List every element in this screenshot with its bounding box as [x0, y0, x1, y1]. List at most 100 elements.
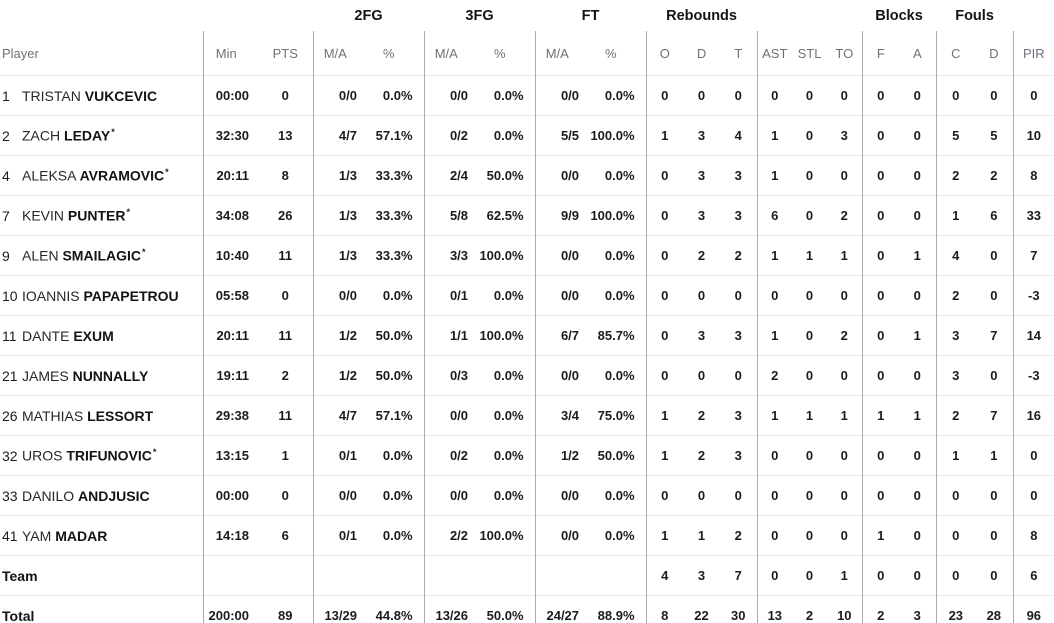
- stat-blk-a: 0: [913, 448, 921, 463]
- stat-to: 1: [840, 248, 848, 263]
- player-cell: 33 DANILO ANDJUSIC: [0, 476, 203, 516]
- stat-reb-o: 0: [645, 235, 684, 276]
- player-first-name: TRISTAN: [22, 87, 81, 104]
- stat-stl: 0: [805, 328, 814, 343]
- player-number: 32: [2, 447, 18, 464]
- player-cell: 26 MATHIAS LESSORT: [0, 396, 203, 436]
- stat-reb-o: 0: [645, 75, 684, 116]
- stat-reb-o: 0: [645, 475, 684, 516]
- stat-ft-ma: 0/0: [534, 475, 588, 516]
- stat-to: 0: [840, 288, 848, 303]
- table-row[interactable]: 1 TRISTAN VUKCEVIC 00:00 0 0/0 0.0% 0/0 0…: [0, 75, 1054, 116]
- player-number: 41: [2, 527, 18, 544]
- stat-3fg-ma: 3/3: [423, 235, 477, 276]
- stat-reb-o: 0: [645, 355, 684, 396]
- group-header-fouls: Fouls: [955, 7, 994, 24]
- stat-min: 29:38: [202, 395, 258, 436]
- stat-min: 34:08: [202, 195, 258, 236]
- stat-to: 3: [840, 128, 848, 143]
- stat-3fg-ma: 0/0: [423, 75, 477, 116]
- table-row[interactable]: 4 ALEKSA AVRAMOVIC* 20:11 8 1/3 33.3% 2/4…: [0, 155, 1054, 196]
- stat-pts: 13: [278, 128, 293, 143]
- stat-foul-d: 7: [990, 408, 998, 423]
- player-last-name: Total: [2, 607, 35, 623]
- player-cell: 2 ZACH LEDAY*: [0, 116, 203, 156]
- stat-pts: 8: [281, 168, 289, 183]
- column-header-min: Min: [202, 31, 258, 76]
- stat-pts: 89: [278, 608, 293, 623]
- stat-pts: 2: [281, 368, 289, 383]
- table-row[interactable]: 33 DANILO ANDJUSIC 00:00 0 0/0 0.0% 0/0 0…: [0, 475, 1054, 516]
- stat-3fg-pct: 0.0%: [493, 368, 524, 383]
- table-row[interactable]: 10 IOANNIS PAPAPETROU 05:58 0 0/0 0.0% 0/…: [0, 275, 1054, 316]
- stat-blk-a: 0: [913, 568, 921, 583]
- column-header-ft-ma: M/A: [534, 31, 588, 76]
- stat-2fg-pct: 44.8%: [375, 608, 413, 623]
- column-header-blk-f: F: [861, 31, 900, 76]
- stat-ast: 1: [756, 155, 793, 196]
- stat-pts: 1: [281, 448, 289, 463]
- stat-ft-ma: 0/0: [534, 155, 588, 196]
- table-row[interactable]: 26 MATHIAS LESSORT 29:38 11 4/7 57.1% 0/0…: [0, 395, 1054, 436]
- stat-blk-a: 0: [913, 528, 921, 543]
- table-row[interactable]: 2 ZACH LEDAY* 32:30 13 4/7 57.1% 0/2 0.0%…: [0, 115, 1054, 156]
- table-row[interactable]: 11 DANTE EXUM 20:11 11 1/2 50.0% 1/1 100.…: [0, 315, 1054, 356]
- column-header-2fg-ma: M/A: [312, 31, 365, 76]
- stat-blk-a: 0: [913, 488, 921, 503]
- stat-reb-t: 0: [734, 288, 742, 303]
- player-last-name: EXUM: [73, 327, 114, 344]
- stat-reb-d: 2: [697, 248, 706, 263]
- stat-min: 13:15: [202, 435, 258, 476]
- stat-min: 00:00: [202, 75, 258, 116]
- player-first-name: IOANNIS: [22, 287, 80, 304]
- column-header-foul-d: D: [989, 45, 999, 61]
- stat-ast: 1: [756, 235, 793, 276]
- player-first-name: DANILO: [22, 487, 75, 504]
- team-row[interactable]: Team 4 3 7 0 0 1 0 0 0 0 6: [0, 555, 1054, 596]
- stat-blk-f: 0: [861, 435, 900, 476]
- stat-ft-pct: 0.0%: [604, 168, 635, 183]
- stat-reb-d: 3: [697, 328, 706, 343]
- table-row[interactable]: 32 UROS TRIFUNOVIC* 13:15 1 0/1 0.0% 0/2 …: [0, 435, 1054, 476]
- table-row[interactable]: 7 KEVIN PUNTER* 34:08 26 1/3 33.3% 5/8 62…: [0, 195, 1054, 236]
- player-cell: 32 UROS TRIFUNOVIC*: [0, 436, 203, 476]
- stat-blk-a: 1: [913, 248, 921, 263]
- player-last-name: LEDAY: [64, 127, 111, 144]
- player-number: 11: [2, 327, 17, 344]
- stat-foul-d: 0: [990, 248, 998, 263]
- stat-3fg-ma: 0/0: [423, 475, 477, 516]
- stat-2fg-pct: 0.0%: [382, 88, 413, 103]
- player-cell: 21 JAMES NUNNALLY: [0, 356, 203, 396]
- stat-reb-d: 22: [694, 608, 709, 623]
- stat-3fg-pct: 0.0%: [493, 128, 524, 143]
- stat-2fg-pct: 33.3%: [375, 168, 413, 183]
- player-first-name: UROS: [22, 447, 63, 464]
- player-cell: 11 DANTE EXUM: [0, 316, 203, 356]
- stat-reb-o: 0: [645, 155, 684, 196]
- table-row[interactable]: 41 YAM MADAR 14:18 6 0/1 0.0% 2/2 100.0% …: [0, 515, 1054, 556]
- stat-stl: 0: [805, 88, 814, 103]
- stat-reb-o: 1: [645, 395, 684, 436]
- total-row[interactable]: Total 200:00 89 13/29 44.8% 13/26 50.0% …: [0, 595, 1054, 623]
- column-header-reb-o: O: [645, 31, 684, 76]
- table-row[interactable]: 9 ALEN SMAILAGIC* 10:40 11 1/3 33.3% 3/3 …: [0, 235, 1054, 276]
- stat-pir: 6: [1012, 555, 1054, 596]
- stat-blk-f: 0: [861, 115, 900, 156]
- stat-min: [202, 555, 258, 596]
- stat-ft-pct: 88.9%: [597, 608, 635, 623]
- stat-foul-d: 2: [990, 168, 998, 183]
- stat-pts: 11: [278, 328, 293, 343]
- stat-3fg-ma: 2/2: [423, 515, 477, 556]
- stat-foul-d: 0: [990, 568, 998, 583]
- stat-ft-pct: 0.0%: [604, 248, 635, 263]
- stat-reb-t: 3: [734, 448, 742, 463]
- player-last-name: MADAR: [55, 527, 108, 544]
- stat-to: 0: [840, 88, 848, 103]
- player-number: 10: [2, 287, 18, 304]
- stat-3fg-pct: 0.0%: [493, 408, 524, 423]
- table-row[interactable]: 21 JAMES NUNNALLY 19:11 2 1/2 50.0% 0/3 0…: [0, 355, 1054, 396]
- stat-pir: -3: [1012, 275, 1054, 316]
- stat-reb-d: 3: [697, 568, 706, 583]
- stat-foul-d: 7: [990, 328, 998, 343]
- player-number: 1: [2, 87, 10, 104]
